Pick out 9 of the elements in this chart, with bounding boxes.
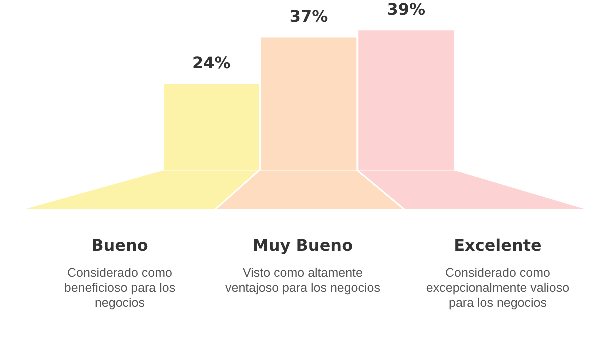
x-tick-label: Bueno (90, 236, 150, 255)
data-label: 24% (192, 53, 231, 72)
data-label: 37% (290, 6, 328, 26)
text: Visto como altamente ventajoso para los negocios (225, 266, 381, 296)
text: Considerado como excepcionalmente valioso para los negocios (425, 266, 571, 311)
x-tick-label: Excelente (453, 236, 543, 255)
x-tick-label: Muy Bueno (252, 236, 354, 255)
text: Considerado como beneficioso para los negocios (63, 266, 177, 311)
data-label: 39% (387, 0, 426, 19)
